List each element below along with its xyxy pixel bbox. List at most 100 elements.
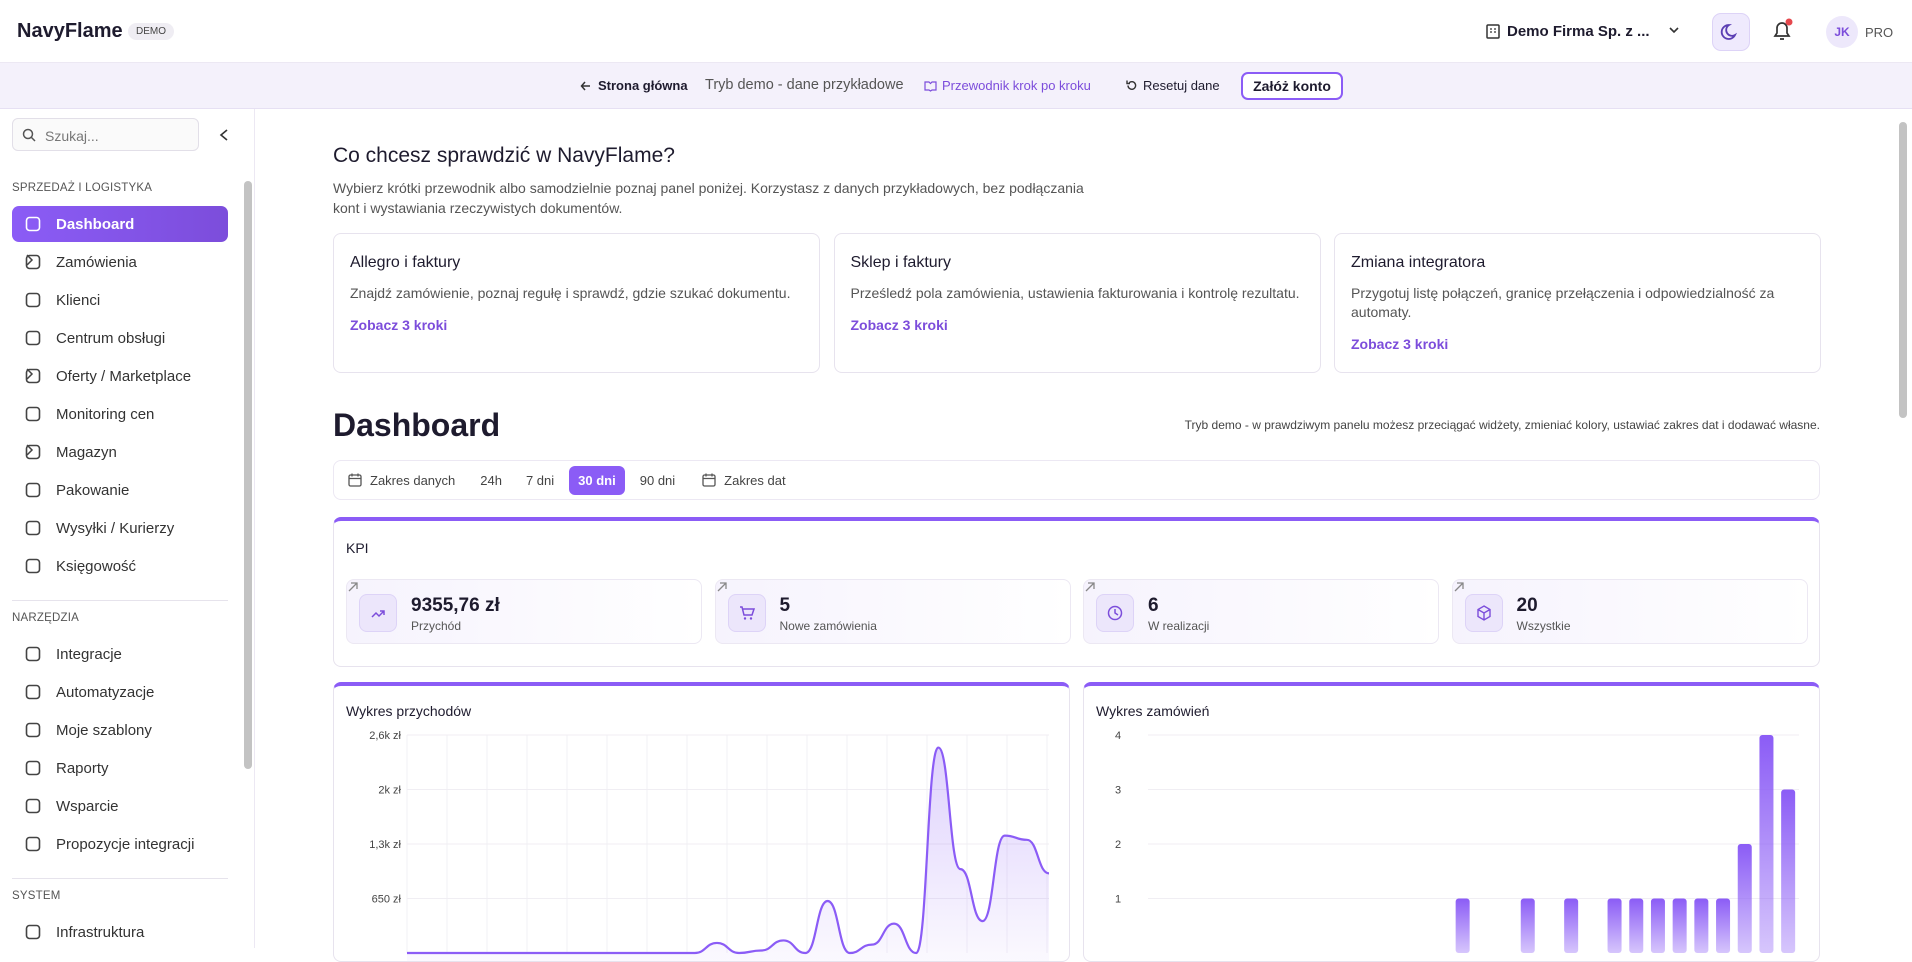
nav-item[interactable]: Propozycje integracji xyxy=(12,826,228,862)
nav-item[interactable]: Monitoring cen xyxy=(12,396,228,432)
nav-icon xyxy=(25,558,41,574)
nav-item[interactable]: Klienci xyxy=(12,282,228,318)
nav-item[interactable]: Pakowanie xyxy=(12,472,228,508)
nav-item[interactable]: Raporty xyxy=(12,750,228,786)
card-link[interactable]: Zobacz 3 kroki xyxy=(850,317,948,333)
dashboard-note: Tryb demo - w prawdziwym panelu możesz p… xyxy=(1184,418,1820,432)
filter-option[interactable]: 30 dni xyxy=(569,465,625,495)
open-arrow xyxy=(348,582,358,592)
nav-icon xyxy=(25,444,41,460)
nav-item[interactable]: Automatyzacje xyxy=(12,674,228,710)
search-input[interactable]: Szukaj... xyxy=(12,118,199,151)
y-tick-label: 1 xyxy=(1115,894,1121,906)
nav-label: Automatyzacje xyxy=(56,683,155,701)
nav-label: Monitoring cen xyxy=(56,405,155,423)
dashboard-title: Dashboard xyxy=(333,407,501,443)
kpi-value: 9355,76 zł xyxy=(411,595,500,616)
divider xyxy=(12,878,228,879)
nav-label: Integracje xyxy=(56,645,122,663)
nav-item[interactable]: Księgowość xyxy=(12,548,228,584)
nav-item[interactable]: Magazyn xyxy=(12,434,228,470)
filter-option[interactable]: 24h xyxy=(480,472,502,488)
section-title: SPRZEDAŻ I LOGISTYKA xyxy=(12,182,153,194)
divider xyxy=(12,600,228,601)
bar xyxy=(1716,898,1731,953)
signup-button[interactable]: Załóż konto xyxy=(1241,72,1343,100)
kpi-card[interactable]: 6 W realizacji xyxy=(1083,579,1439,644)
y-tick-label: 2k zł xyxy=(378,785,401,797)
filter-custom[interactable]: Zakres dat xyxy=(724,472,786,488)
y-tick-label: 650 zł xyxy=(372,894,402,906)
scrollbar[interactable] xyxy=(1899,122,1907,418)
nav-item[interactable]: Dashboard xyxy=(12,206,228,242)
y-tick-label: 4 xyxy=(1115,730,1121,742)
date-filters: Zakres danych 24h 7 dni 30 dni 90 dni Zakres … xyxy=(333,460,1820,500)
section-title: NARZĘDZIA xyxy=(12,612,79,624)
card-link[interactable]: Zobacz 3 kroki xyxy=(350,317,448,333)
bar xyxy=(1737,844,1752,953)
kpi-icon xyxy=(1476,605,1491,621)
kpi-card[interactable]: 20 Wszystkie xyxy=(1451,579,1808,644)
kpi-icon xyxy=(371,610,385,618)
nav-icon xyxy=(25,836,41,852)
card-link[interactable]: Zobacz 3 kroki xyxy=(1351,336,1449,352)
kpi-card[interactable]: 9355,76 zł Przychód xyxy=(346,579,702,644)
nav-label: Pakowanie xyxy=(56,481,130,499)
kpi-icon-box xyxy=(1096,594,1134,632)
chart: 4 3 2 1 xyxy=(1115,730,1799,953)
intro-description: Wybierz krótki przewodnik albo samodziel… xyxy=(333,180,1084,216)
nav-item[interactable]: Infrastruktura xyxy=(12,914,228,948)
bar xyxy=(1781,789,1796,953)
kpi-label: W realizacji xyxy=(1148,619,1210,633)
filter-option[interactable]: 90 dni xyxy=(639,472,676,488)
scrollbar[interactable] xyxy=(244,181,252,769)
nav-label: Wsparcie xyxy=(56,797,119,815)
nav-item[interactable]: Wysyłki / Kurierzy xyxy=(12,510,228,546)
nav-icon xyxy=(25,254,41,270)
nav-item[interactable]: Oferty / Marketplace xyxy=(12,358,228,394)
guide-link[interactable]: Przewodnik krok po kroku xyxy=(942,78,1091,93)
y-tick-label: 2,6k zł xyxy=(369,730,401,742)
card-title: Allegro i faktury xyxy=(350,254,461,271)
chevron-down xyxy=(1669,27,1679,34)
brand[interactable]: NavyFlame xyxy=(17,20,123,42)
open-arrow xyxy=(1454,582,1464,592)
nav-label: Dashboard xyxy=(56,215,135,233)
nav-icon xyxy=(25,646,41,662)
nav-icon xyxy=(25,216,41,232)
plan: PRO xyxy=(1865,25,1894,40)
kpi-card[interactable]: 5 Nowe zamówienia xyxy=(714,579,1071,644)
chevron-right xyxy=(26,368,34,380)
card-text: Prześledź pola zamówienia, ustawienia fa… xyxy=(850,285,1300,301)
kpi-label: Nowe zamówienia xyxy=(779,619,877,633)
sidebar: Szukaj... SPRZEDAŻ I LOGISTYKA Dashboard Z… xyxy=(0,109,255,948)
theme-toggle[interactable] xyxy=(1712,13,1750,51)
nav-item[interactable]: Wsparcie xyxy=(12,788,228,824)
kpi-icon-box xyxy=(1464,594,1503,632)
nav-item[interactable]: Zamówienia xyxy=(12,244,228,280)
reset-link[interactable]: Resetuj dane xyxy=(1143,78,1220,93)
nav-item[interactable]: Centrum obsługi xyxy=(12,320,228,356)
bar xyxy=(1672,898,1687,953)
company-selector[interactable]: Demo Firma Sp. z ... xyxy=(1507,23,1650,40)
moon-icon xyxy=(1720,24,1738,40)
y-tick-label: 2 xyxy=(1115,839,1121,851)
nav-item[interactable]: Moje szablony xyxy=(12,712,228,748)
chart-title: Wykres zamówień xyxy=(1096,703,1210,719)
nav-icon xyxy=(25,798,41,814)
card-text: Znajdź zamówienie, poznaj regułę i spraw… xyxy=(350,285,791,301)
chart-title: Wykres przychodów xyxy=(346,703,472,719)
kpi-icon xyxy=(739,606,755,620)
kpi-panel: KPI 9355,76 zł Przychód 5 Nowe zamówienia 6 W… xyxy=(333,517,1820,667)
nav-icon xyxy=(25,482,41,498)
kpi-label: Przychód xyxy=(411,619,462,633)
reset-icon xyxy=(1126,80,1137,90)
bar xyxy=(1455,898,1470,953)
notifications[interactable] xyxy=(1768,17,1796,45)
nav-item[interactable]: Integracje xyxy=(12,636,228,672)
avatar[interactable]: JK xyxy=(1826,16,1858,48)
back-link[interactable]: Strona główna xyxy=(598,78,688,93)
filter-option[interactable]: 7 dni xyxy=(525,472,555,488)
collapse-sidebar[interactable] xyxy=(218,128,230,142)
